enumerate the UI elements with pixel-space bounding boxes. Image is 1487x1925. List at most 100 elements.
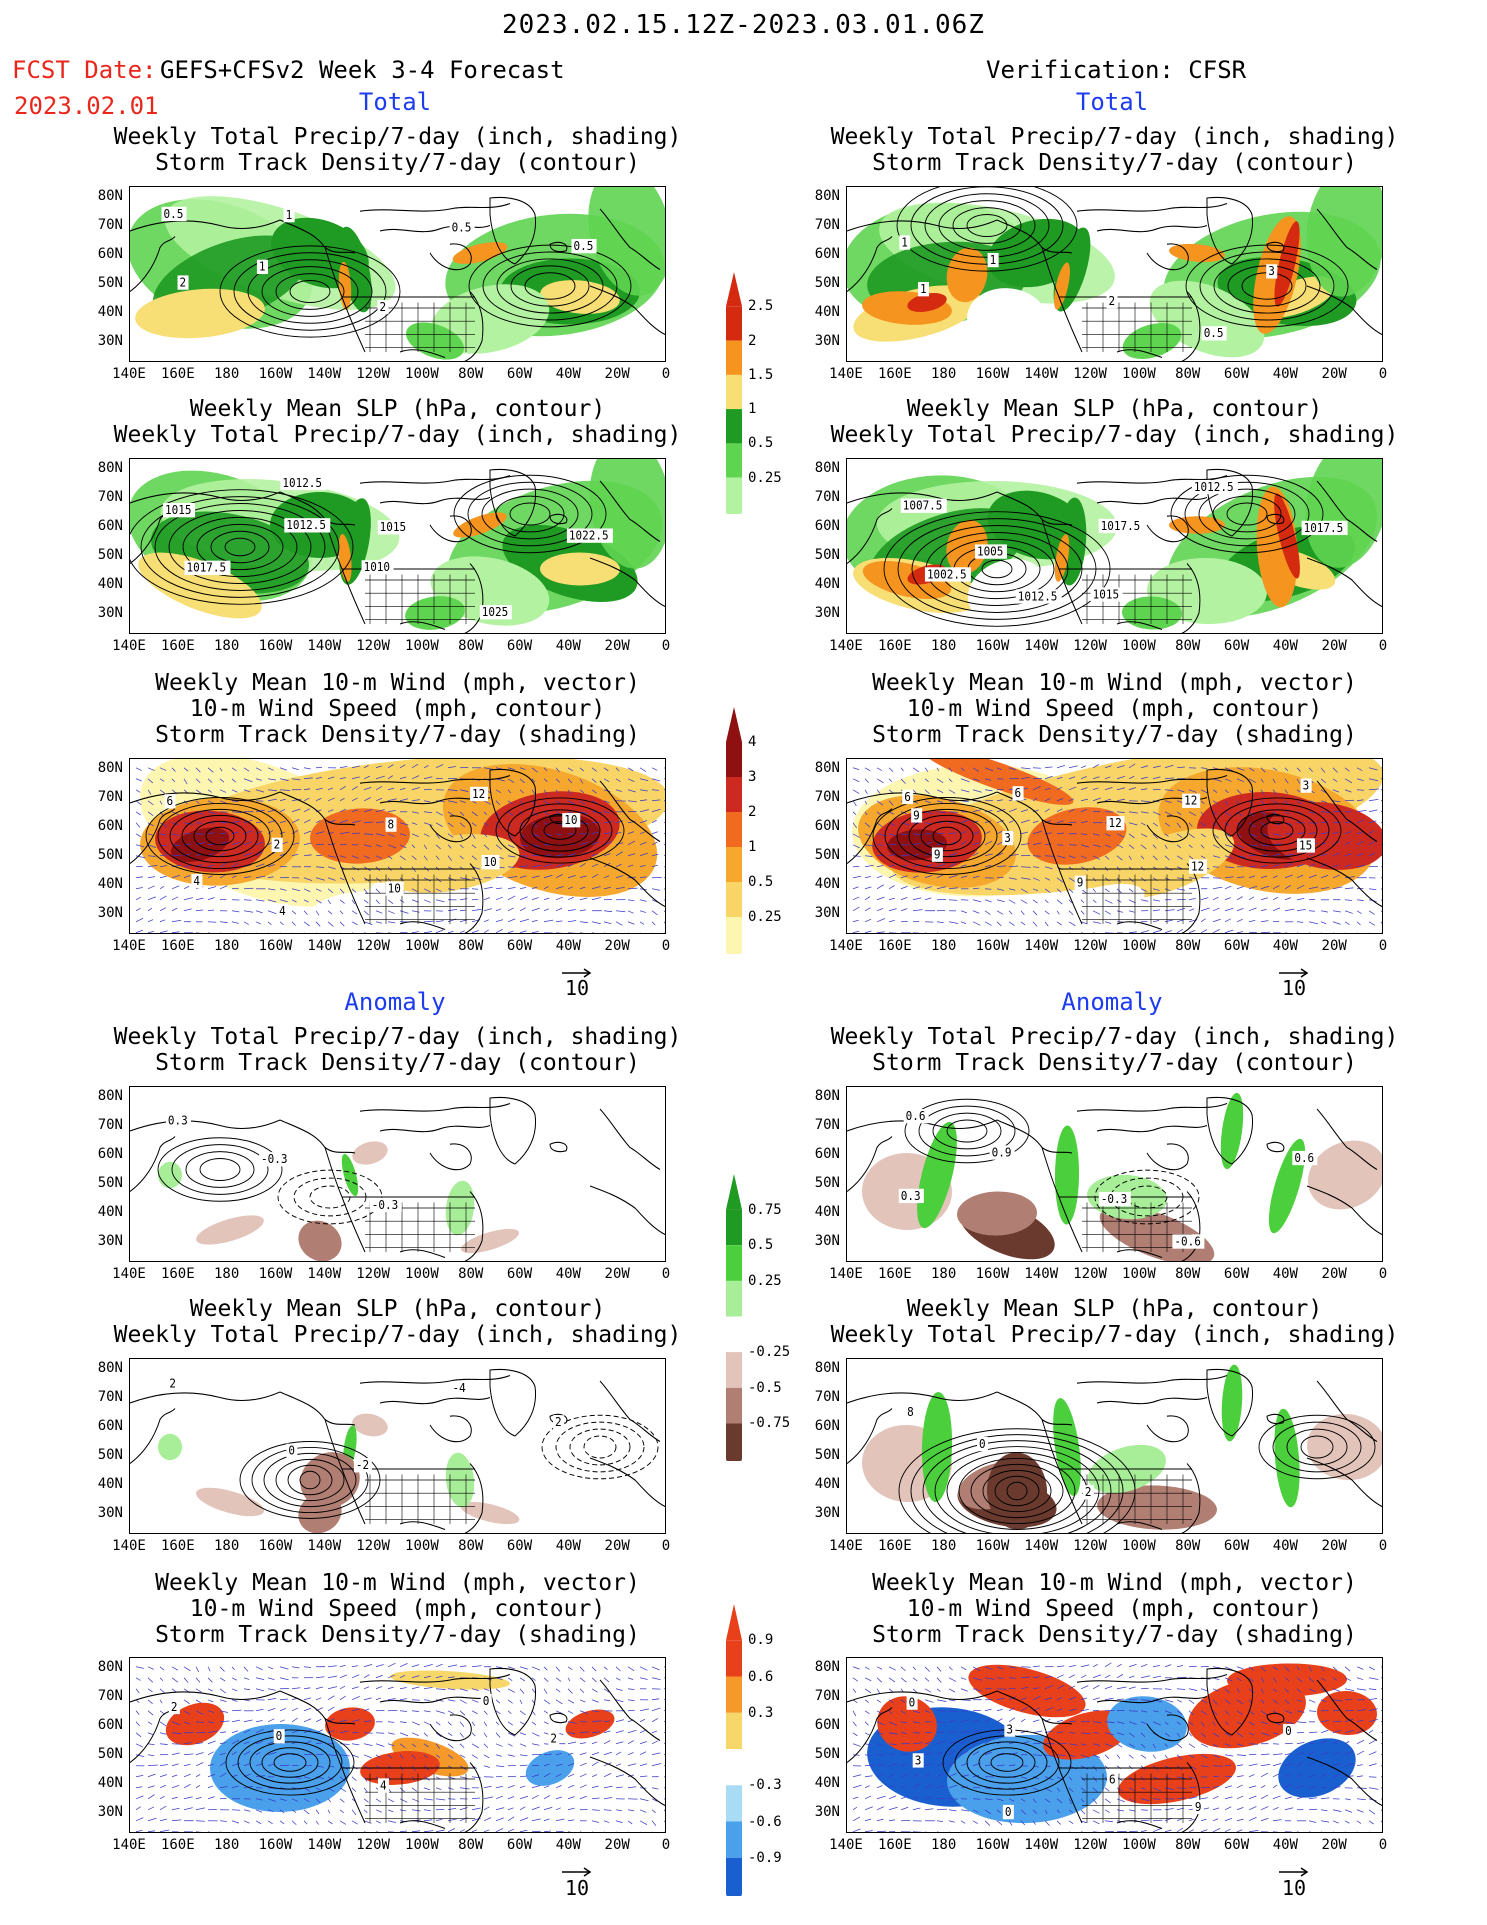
longitude-tick-label: 120W bbox=[356, 1837, 390, 1853]
colorbar-label: 0.75 bbox=[748, 1202, 782, 1218]
vector-reference-arrow bbox=[1277, 1862, 1311, 1881]
colorbar-swatch bbox=[726, 1749, 742, 1786]
longitude-tick-label: 160W bbox=[258, 938, 293, 954]
longitude-tick-label: 20W bbox=[1321, 1266, 1347, 1282]
verification-total-label: Total bbox=[1075, 88, 1149, 116]
panel-title: Weekly Mean SLP (hPa, contour) Weekly Tot… bbox=[786, 1296, 1443, 1348]
longitude-tick-label: 160E bbox=[160, 638, 195, 654]
contour-label: 2 bbox=[274, 837, 281, 852]
latitude-tick-label: 60N bbox=[814, 1717, 840, 1733]
contour-lines bbox=[219, 245, 401, 338]
shading-field bbox=[847, 459, 1382, 630]
longitude-tick-label: 100W bbox=[405, 938, 439, 954]
contour-label: -0.6 bbox=[1174, 1234, 1200, 1249]
longitude-tick-label: 100W bbox=[405, 638, 439, 654]
contour-label: 0.5 bbox=[1204, 326, 1224, 341]
contour-label: 1 bbox=[259, 259, 266, 274]
latitude-tick-label: 50N bbox=[814, 847, 840, 863]
colorbar-label: 2 bbox=[748, 804, 757, 820]
colorbar-swatch bbox=[726, 1423, 742, 1459]
longitude-tick-label: 80W bbox=[1175, 366, 1201, 382]
panel-title: Weekly Mean SLP (hPa, contour) Weekly Tot… bbox=[786, 396, 1443, 448]
contour-label: 6 bbox=[166, 794, 173, 809]
longitude-tick-label: 100W bbox=[1122, 1538, 1156, 1554]
longitude-tick-label: 140W bbox=[1024, 1837, 1059, 1853]
longitude-tick-label: 160W bbox=[258, 366, 293, 382]
longitude-tick-label: 180 bbox=[213, 1538, 240, 1554]
shading-field bbox=[130, 187, 665, 360]
colorbar-swatch bbox=[726, 1821, 742, 1858]
longitude-tick-label: 180 bbox=[930, 638, 957, 654]
latitude-tick-label: 30N bbox=[97, 1505, 123, 1521]
colorbar-label: 0.25 bbox=[748, 470, 782, 486]
latitude-tick-label: 50N bbox=[97, 275, 123, 291]
colorbar-swatch bbox=[726, 443, 742, 478]
coastline bbox=[847, 468, 1382, 633]
map-vf-anom_3: 0 3 6 9 0 3 0 bbox=[846, 1657, 1383, 1833]
latitude-tick-label: 40N bbox=[97, 576, 123, 592]
contour-label: 2 bbox=[169, 1376, 176, 1391]
longitude-tick-label: 0 bbox=[1378, 638, 1388, 654]
contour-label: 0 bbox=[276, 1729, 283, 1744]
longitude-tick-label: 40W bbox=[555, 1538, 581, 1554]
longitude-tick-label: 0 bbox=[1378, 366, 1388, 382]
longitude-tick-label: 40W bbox=[555, 938, 581, 954]
longitude-tick-label: 180 bbox=[213, 366, 240, 382]
colorbar-label: 0.5 bbox=[748, 1237, 774, 1253]
panel-title: Weekly Total Precip/7-day (inch, shading… bbox=[786, 124, 1443, 176]
colorbar-label: 0.3 bbox=[748, 1705, 774, 1721]
contour-lines bbox=[130, 489, 354, 605]
longitude-tick-label: 40W bbox=[1272, 638, 1298, 654]
longitude-tick-label: 160E bbox=[877, 1837, 912, 1853]
latitude-tick-label: 50N bbox=[814, 547, 840, 563]
longitude-tick-label: 140E bbox=[112, 366, 146, 382]
longitude-tick-label: 160W bbox=[258, 1538, 293, 1554]
longitude-tick-label: 160E bbox=[877, 1538, 912, 1554]
panel-title-line: 10-m Wind Speed (mph, contour) bbox=[189, 696, 606, 722]
colorbar-label: 2 bbox=[748, 333, 757, 349]
longitude-tick-label: 60W bbox=[506, 638, 533, 654]
shading-field bbox=[862, 1364, 1382, 1530]
latitude-tick-label: 40N bbox=[814, 1775, 840, 1791]
latitude-tick-label: 30N bbox=[814, 905, 840, 921]
latitude-tick-label: 70N bbox=[97, 789, 123, 805]
panel-title-line: Weekly Total Precip/7-day (inch, shading… bbox=[830, 124, 1399, 150]
map-fc-anom_3: 2 0 4 0 2 bbox=[129, 1657, 666, 1833]
longitude-tick-label: 140W bbox=[307, 1837, 342, 1853]
colorbar-label: 0.5 bbox=[748, 435, 774, 451]
latitude-tick-label: 70N bbox=[814, 1117, 840, 1133]
latitude-tick-label: 60N bbox=[97, 818, 123, 834]
latitude-tick-label: 30N bbox=[814, 1233, 840, 1249]
map-vf-anom_1: 0.6 0.9 -0.3 -0.6 0.6 0.3 bbox=[846, 1086, 1383, 1262]
contour-label: 1012.5 bbox=[1018, 589, 1058, 604]
longitude-tick-label: 140W bbox=[307, 1538, 342, 1554]
colorbar-label: 0.25 bbox=[748, 1273, 782, 1289]
map-plot: 0.6 0.9 -0.3 -0.6 0.6 0.3 bbox=[847, 1092, 1382, 1261]
contour-label: -0.3 bbox=[372, 1197, 398, 1212]
latitude-tick-label: 70N bbox=[814, 1389, 840, 1405]
longitude-tick-label: 0 bbox=[661, 1538, 671, 1554]
longitude-tick-label: 100W bbox=[405, 1538, 439, 1554]
wind-vectors bbox=[852, 1662, 1382, 1832]
latitude-tick-label: 60N bbox=[97, 246, 123, 262]
contour-label: 1012.5 bbox=[1194, 479, 1234, 494]
longitude-tick-label: 20W bbox=[1321, 366, 1347, 382]
contour-label: 1002.5 bbox=[927, 567, 967, 582]
map-fc-anom_2: 2 0 -2 -4 2 bbox=[129, 1358, 666, 1534]
contour-label: 9 bbox=[1195, 1799, 1202, 1814]
longitude-tick-label: 160W bbox=[258, 1266, 293, 1282]
panel-title-line: Storm Track Density/7-day (shading) bbox=[872, 1622, 1357, 1648]
latitude-tick-label: 70N bbox=[97, 1389, 123, 1405]
colorbar-total_storm bbox=[724, 705, 744, 954]
latitude-tick-label: 60N bbox=[814, 1418, 840, 1434]
contour-label: 9 bbox=[913, 808, 920, 823]
latitude-tick-label: 70N bbox=[97, 217, 123, 233]
contour-label: 4 bbox=[193, 873, 200, 888]
contour-label: 9 bbox=[1077, 875, 1084, 890]
panel-title-line: Weekly Total Precip/7-day (inch, shading… bbox=[113, 422, 682, 448]
latitude-tick-label: 70N bbox=[814, 489, 840, 505]
longitude-tick-label: 160E bbox=[877, 938, 912, 954]
colorbar-swatch bbox=[726, 340, 742, 375]
latitude-tick-label: 60N bbox=[97, 1418, 123, 1434]
